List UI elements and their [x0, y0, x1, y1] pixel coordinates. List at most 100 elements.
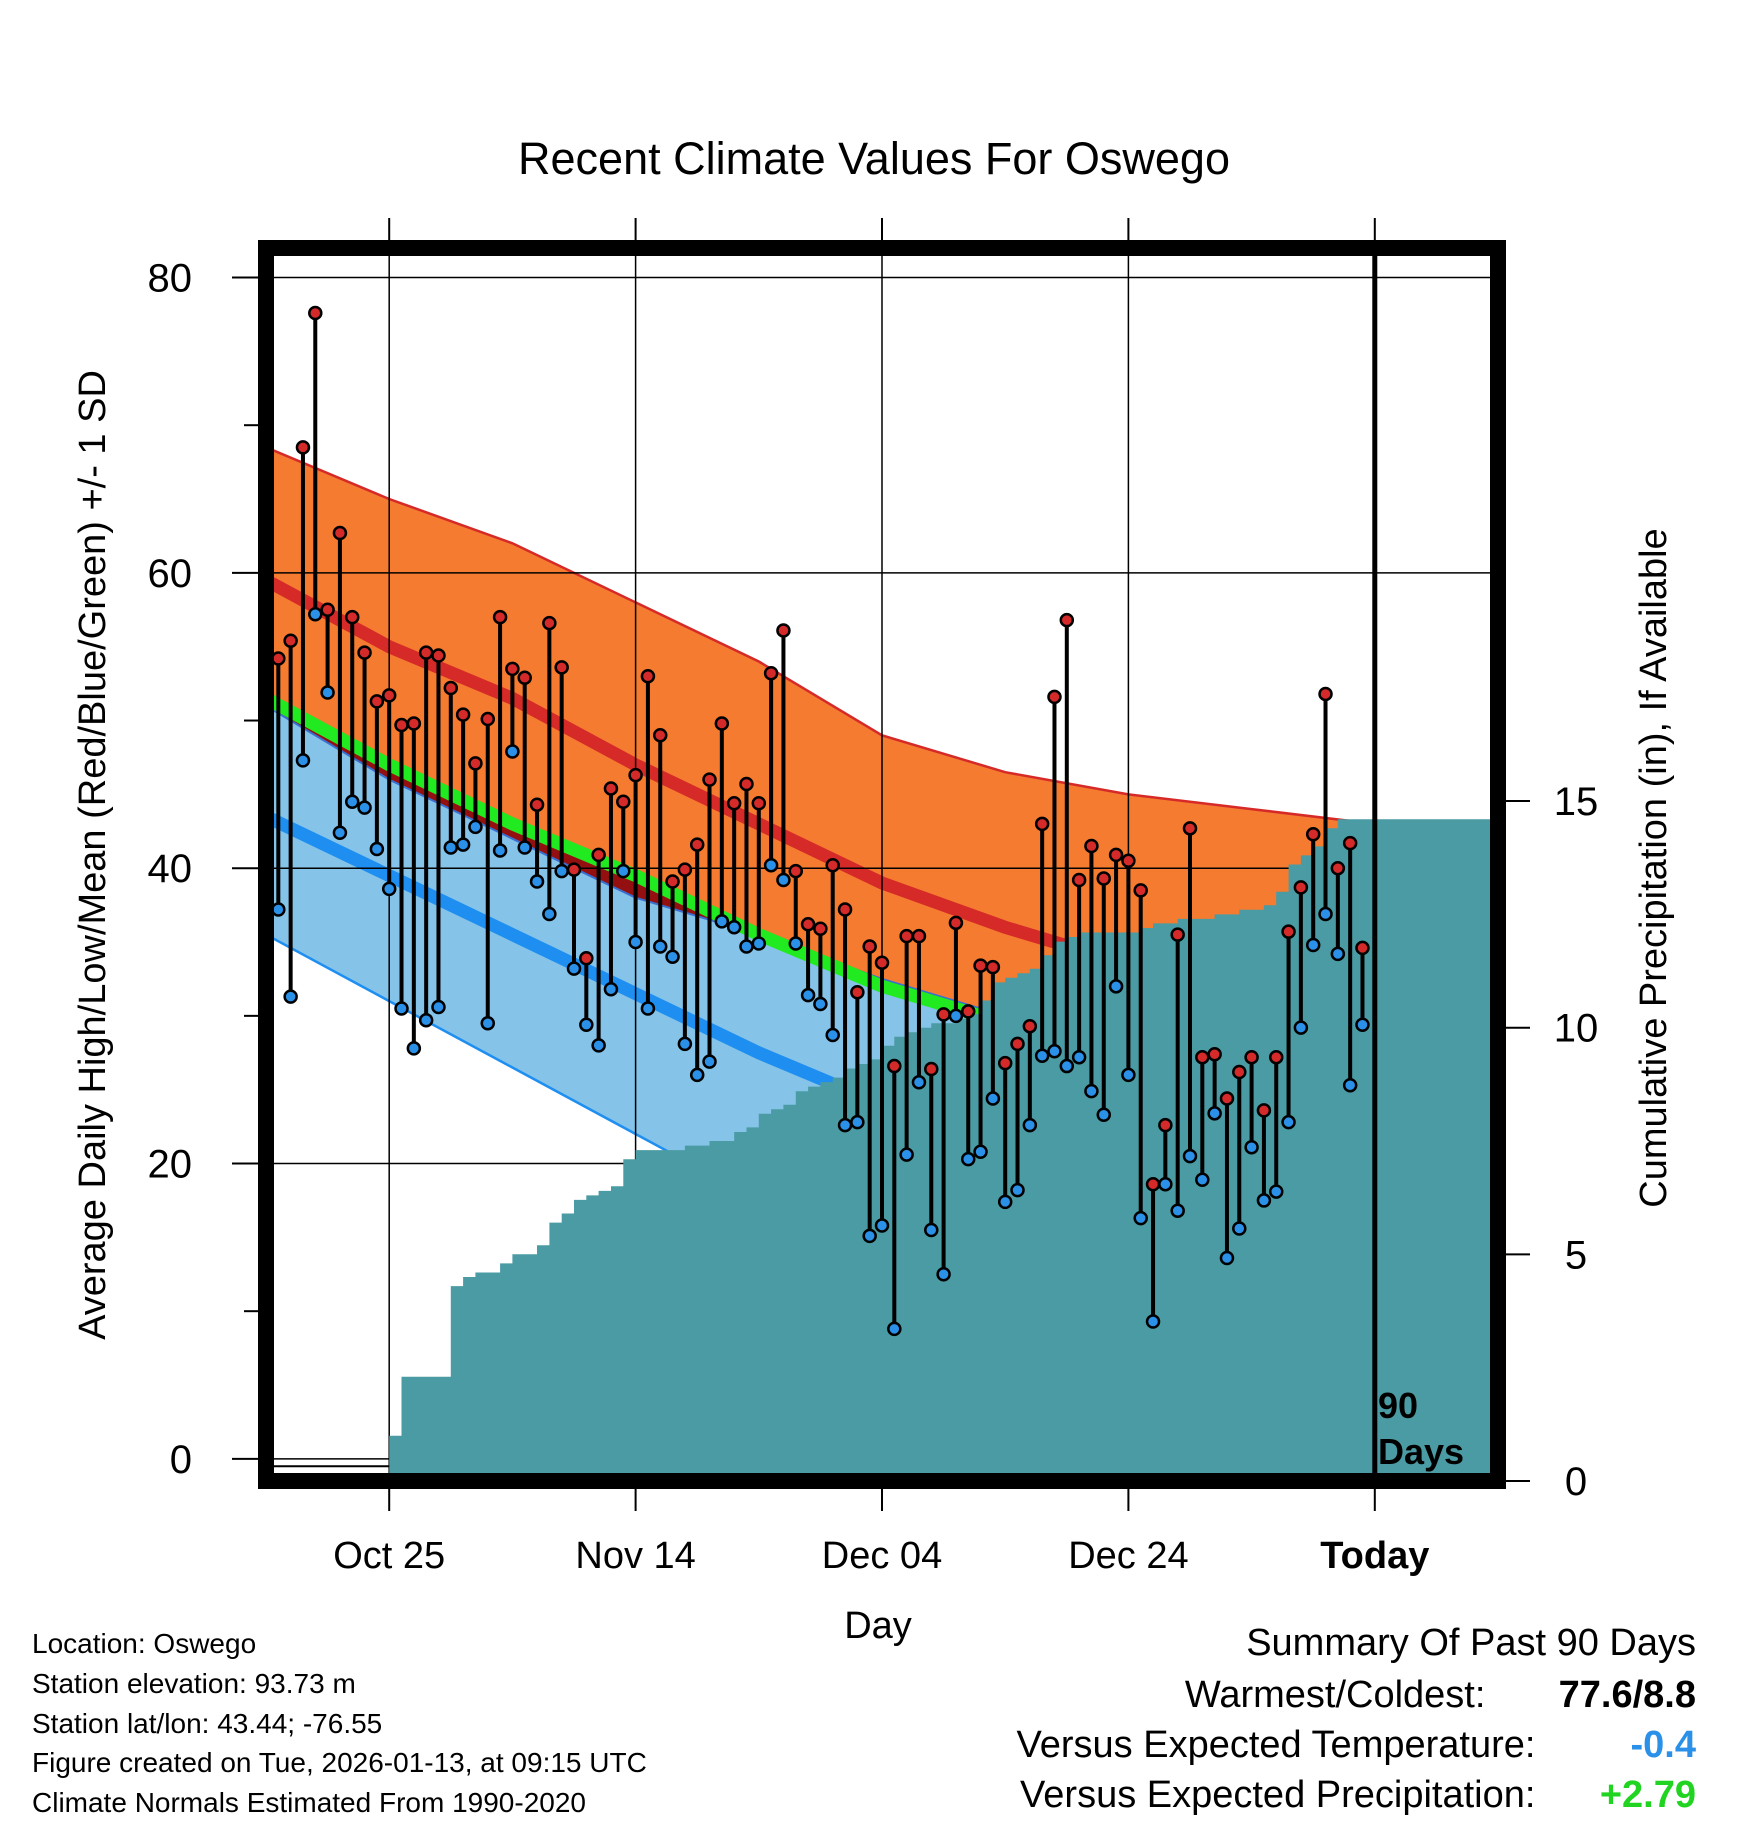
daily-low-point — [911, 1075, 927, 1090]
daily-high-point — [468, 756, 483, 771]
y-tick-label: 20 — [148, 1143, 193, 1187]
daily-high-point — [283, 633, 298, 649]
daily-low-point — [579, 1017, 594, 1032]
info-created: Figure created on Tue, 2026-01-13, at 09… — [32, 1747, 647, 1778]
daily-high-point — [825, 857, 840, 873]
daily-low-point — [1268, 1184, 1284, 1199]
daily-high-point — [591, 847, 606, 863]
daily-high-point — [1158, 1117, 1173, 1133]
daily-high-point — [603, 781, 619, 796]
summary-heading: Summary Of Past 90 Days — [1246, 1622, 1696, 1664]
daily-low-point — [1293, 1020, 1309, 1035]
daily-low-point — [689, 1067, 705, 1083]
daily-low-point — [985, 1091, 1001, 1106]
info-location: Location: Oswego — [32, 1628, 257, 1659]
daily-low-point — [616, 863, 631, 879]
daily-low-point — [1084, 1083, 1099, 1099]
y-tick-label: 80 — [148, 257, 193, 301]
x-axis-label: Day — [844, 1605, 912, 1647]
daily-high-point — [652, 728, 668, 743]
daily-high-point — [406, 716, 422, 731]
daily-low-point — [492, 843, 508, 858]
daily-high-point — [924, 1061, 939, 1077]
plot-frame — [258, 240, 1506, 1489]
daily-high-point — [455, 707, 471, 722]
y-tick-label: 40 — [148, 847, 193, 891]
daily-high-point — [1305, 826, 1321, 842]
daily-low-point — [1195, 1172, 1210, 1188]
daily-high-point — [911, 928, 927, 944]
daily-high-point — [899, 928, 914, 944]
daily-high-point — [1010, 1036, 1025, 1052]
daily-high-point — [443, 680, 459, 696]
daily-low-point — [960, 1151, 976, 1167]
daily-high-point — [776, 623, 791, 638]
daily-high-point — [628, 767, 643, 783]
daily-low-point — [874, 1218, 890, 1233]
daily-high-point — [714, 716, 730, 731]
daily-low-point — [1108, 979, 1124, 994]
daily-high-point — [271, 651, 286, 666]
daily-low-point — [677, 1036, 693, 1052]
daily-low-point — [652, 939, 668, 954]
daily-low-point — [505, 744, 520, 759]
daily-high-point — [702, 772, 717, 787]
daily-high-point — [1219, 1091, 1235, 1106]
daily-high-point — [1182, 821, 1198, 836]
daily-high-point — [344, 609, 360, 625]
daily-low-point — [800, 987, 816, 1003]
daily-low-point — [455, 837, 471, 852]
daily-low-point — [628, 934, 643, 950]
daily-high-point — [566, 862, 582, 877]
daily-low-point — [887, 1321, 902, 1337]
daily-high-point — [381, 688, 397, 703]
daily-low-point — [381, 881, 397, 897]
daily-low-point — [1256, 1193, 1272, 1208]
daily-low-point — [1318, 906, 1333, 922]
daily-low-point — [850, 1114, 865, 1130]
daily-high-point — [850, 984, 865, 1000]
daily-low-point — [1010, 1182, 1025, 1198]
daily-high-point — [763, 666, 779, 681]
y-axis-label: Average Daily High/Low/Mean (Red/Blue/Gr… — [72, 370, 114, 1340]
daily-high-point — [788, 863, 804, 879]
daily-low-point — [542, 906, 557, 922]
daily-high-point — [1096, 871, 1112, 886]
daily-high-point — [1244, 1049, 1259, 1065]
daily-high-point — [726, 795, 742, 811]
x-tick-label: Dec 24 — [1068, 1535, 1188, 1577]
daily-high-point — [529, 797, 545, 812]
daily-low-point — [714, 914, 730, 929]
daily-low-point — [640, 1001, 656, 1016]
daily-low-point — [369, 841, 385, 857]
daily-low-point — [320, 685, 335, 700]
x-tick-label: Nov 14 — [575, 1535, 695, 1577]
daily-high-point — [689, 837, 705, 852]
daily-low-point — [1133, 1210, 1148, 1226]
daily-low-point — [1219, 1250, 1235, 1266]
daily-low-point — [357, 800, 372, 815]
daily-low-point — [948, 1008, 964, 1024]
daily-low-point — [751, 936, 767, 951]
daily-low-point — [566, 961, 582, 976]
daily-high-point — [1330, 860, 1346, 876]
today-label-line1: 90 — [1378, 1385, 1418, 1426]
daily-low-point — [1170, 1203, 1185, 1219]
y-tick-label: 60 — [148, 552, 193, 596]
daily-low-point — [1305, 937, 1321, 953]
daily-low-point — [1071, 1049, 1087, 1065]
daily-low-point — [862, 1228, 877, 1244]
y2-tick-label: 10 — [1554, 1007, 1599, 1051]
daily-high-point — [1047, 689, 1062, 705]
daily-high-point — [936, 1007, 951, 1022]
daily-low-point — [295, 753, 311, 768]
info-latlon: Station lat/lon: 43.44; -76.55 — [32, 1708, 383, 1739]
daily-high-point — [1256, 1103, 1272, 1118]
daily-high-point — [1318, 686, 1333, 702]
info-normals: Climate Normals Estimated From 1990-2020 — [32, 1787, 586, 1818]
daily-low-point — [973, 1144, 988, 1159]
daily-low-point — [763, 857, 779, 873]
daily-high-point — [739, 776, 754, 792]
daily-high-point — [887, 1058, 902, 1074]
